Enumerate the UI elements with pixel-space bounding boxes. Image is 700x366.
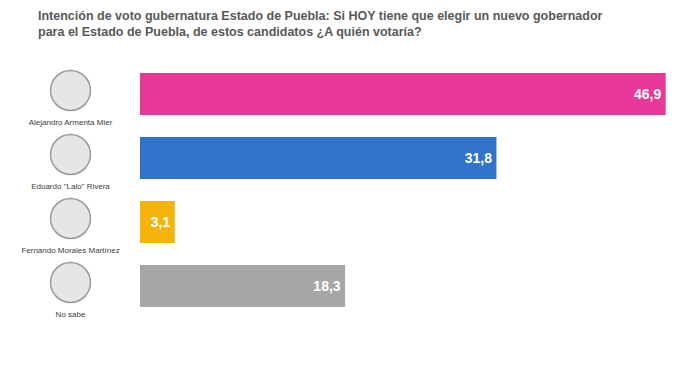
svg-text:No sabe: No sabe (56, 310, 86, 319)
svg-text:Alejandro Armenta Mier: Alejandro Armenta Mier (29, 118, 113, 127)
svg-text:Fernando Morales Martínez: Fernando Morales Martínez (21, 246, 119, 255)
svg-text:3,1: 3,1 (151, 213, 171, 229)
svg-text:18,3: 18,3 (313, 277, 340, 293)
svg-text:46,9: 46,9 (634, 85, 661, 101)
html-text:Intención de voto gubernatura: Intención de voto gubernatura Estado de … (38, 9, 603, 40)
svg-text:31,8: 31,8 (465, 149, 492, 165)
svg-text:Eduardo "Lalo" Rivera: Eduardo "Lalo" Rivera (31, 182, 110, 191)
